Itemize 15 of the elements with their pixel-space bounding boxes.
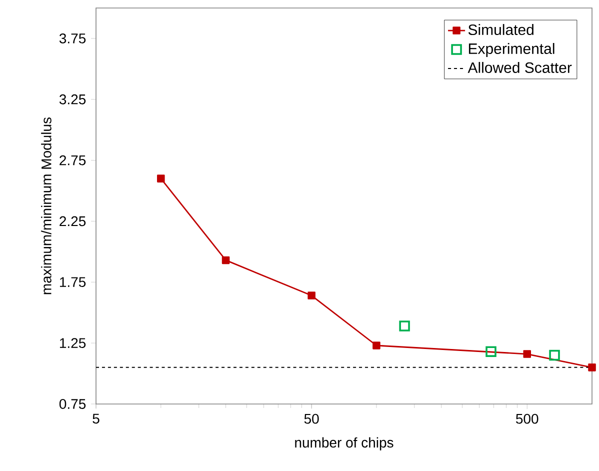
y-tick-label: 2.25 xyxy=(60,216,86,226)
x-tick-label: 500 xyxy=(516,414,538,424)
x-tick-label: 5 xyxy=(92,414,100,424)
legend-label: Allowed Scatter xyxy=(468,62,572,73)
legend-label: Simulated xyxy=(468,24,534,36)
y-tick-label: 2.75 xyxy=(60,155,86,166)
y-tick-label: 1.75 xyxy=(60,277,86,288)
y-tick-label: 3.25 xyxy=(59,94,86,104)
y-tick-label: 0.75 xyxy=(59,399,86,409)
legend-label: Experimental xyxy=(468,42,554,57)
x-tick-label: 50 xyxy=(304,414,319,424)
x-axis-title: number of chips xyxy=(295,437,394,450)
y-tick-label: 3.75 xyxy=(59,33,86,44)
y-tick-label: 1.25 xyxy=(60,338,86,348)
y-axis-title: maximum/minimum Modulus xyxy=(41,117,52,294)
